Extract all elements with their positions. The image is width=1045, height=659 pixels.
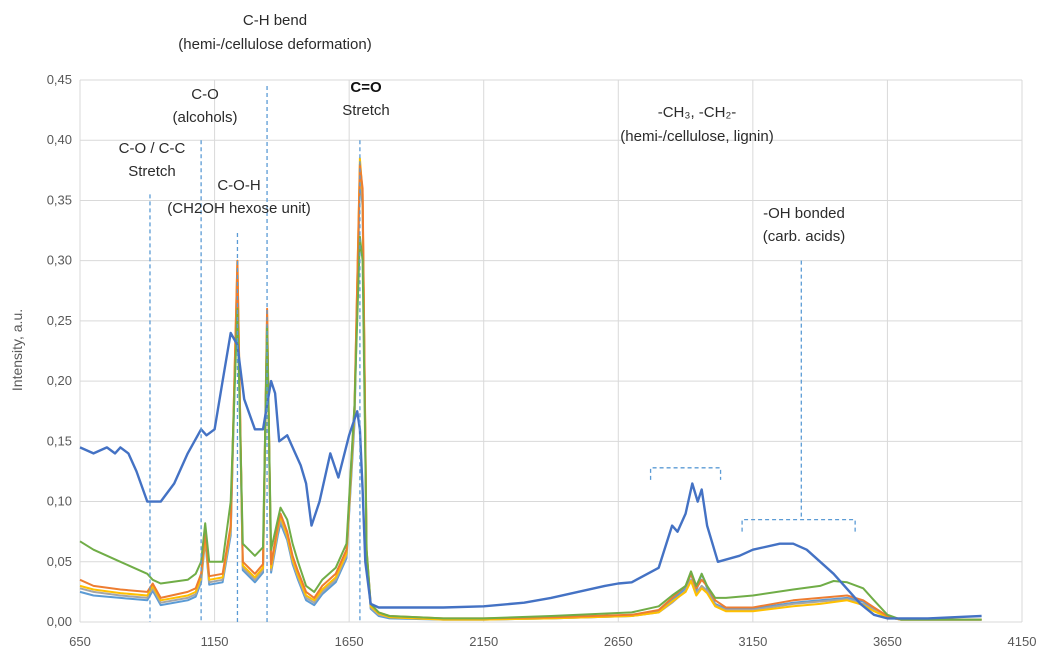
annotation-label-coh-line2: (CH2OH hexose unit) [167, 200, 310, 217]
y-tick-label: 0,45 [47, 72, 72, 87]
x-tick-label: 3650 [873, 634, 902, 649]
y-tick-label: 0,00 [47, 614, 72, 629]
y-tick-label: 0,35 [47, 192, 72, 207]
annotation-label-alcohols-line2: (alcohols) [172, 109, 237, 126]
y-tick-label: 0,30 [47, 253, 72, 268]
x-tick-label: 3150 [738, 634, 767, 649]
x-tick-labels: 650 1150 1650 2150 2650 3150 3650 4150 [69, 634, 1036, 649]
annotation-label-coh-line1: C-O-H [217, 177, 260, 194]
annotation-label-ch-bend-line2: (hemi-/cellulose deformation) [178, 36, 371, 53]
series-line [79, 157, 982, 621]
y-tick-labels: 0,00 0,05 0,10 0,15 0,20 0,25 0,30 0,35 0,40 0,45 [47, 72, 72, 629]
annotation-label-co-cc-line2: Stretch [128, 163, 176, 180]
annotation-markers [149, 86, 856, 622]
annotation-label-co-stretch: Stretch [342, 102, 390, 119]
series-line [79, 163, 982, 621]
annotation-label-ch3-line2: (hemi-/cellulose, lignin) [620, 128, 773, 145]
annotation-labels: C-O / C-C Stretch C-O (alcohols) C-O-H (… [119, 12, 846, 245]
series-line [79, 175, 982, 621]
x-tick-label: 1150 [201, 634, 229, 649]
x-tick-label: 2650 [604, 634, 633, 649]
y-tick-label: 0,05 [47, 554, 72, 569]
annotation-marker-bracket [649, 467, 722, 480]
annotation-marker-bracket [741, 518, 856, 532]
y-tick-label: 0,10 [47, 494, 72, 509]
annotation-label-alcohols-line1: C-O [191, 86, 219, 103]
annotation-label-ch3-line1: -CH₃, -CH₂- [658, 104, 737, 121]
grid-lines [79, 79, 1023, 623]
series-line [79, 235, 982, 621]
annotation-label-ch-bend-line1: C-H bend [243, 12, 307, 29]
annotation-label-oh-line1: -OH bonded [763, 205, 845, 222]
y-tick-label: 0,25 [47, 313, 72, 328]
annotation-label-co-double-bond: C=O [350, 79, 382, 96]
series-line [79, 331, 982, 620]
x-tick-label: 1650 [335, 634, 364, 649]
series-lines [79, 157, 982, 621]
x-tick-label: 2150 [469, 634, 498, 649]
series-line [79, 169, 982, 621]
y-axis-label: Intensity, a.u. [9, 309, 25, 391]
y-tick-label: 0,20 [47, 373, 72, 388]
y-tick-label: 0,15 [47, 433, 72, 448]
annotation-label-oh-line2: (carb. acids) [763, 228, 846, 245]
annotation-label-co-cc-line1: C-O / C-C [119, 140, 186, 157]
y-tick-label: 0,40 [47, 132, 72, 147]
x-tick-label: 4150 [1008, 634, 1037, 649]
x-tick-label: 650 [69, 634, 91, 649]
